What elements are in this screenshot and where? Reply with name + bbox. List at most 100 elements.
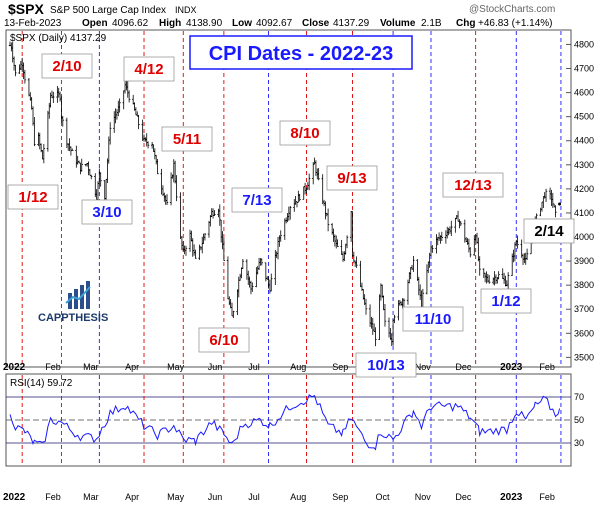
rsi-line	[9, 394, 561, 451]
cpi-label-10: 11/10	[402, 306, 464, 332]
price-x-label: Nov	[415, 362, 432, 372]
cpi-label-box	[326, 165, 378, 191]
rsi-x-label: Dec	[455, 492, 472, 502]
rsi-x-label: Feb	[45, 492, 61, 502]
cpi-label-6: 7/13	[231, 187, 283, 213]
cpi-label-text: 2/14	[534, 223, 564, 240]
cpi-label-box	[7, 184, 59, 210]
price-tick-label: 4200	[574, 184, 594, 194]
cpi-label-text: 11/10	[415, 311, 452, 328]
rsi-series	[9, 394, 561, 451]
close-label: Close	[302, 18, 330, 29]
close-value: 4137.29	[333, 18, 370, 29]
rsi-legend: RSI(14) 59.72	[10, 378, 73, 389]
cpi-label-9: 10/13	[355, 352, 417, 378]
rsi-x-label: Nov	[415, 492, 432, 502]
cpi-label-text: 12/13	[454, 177, 492, 194]
open-label: Open	[82, 18, 108, 29]
price-tick-label: 4400	[574, 136, 594, 146]
price-x-label: Apr	[125, 362, 139, 372]
low-label: Low	[232, 18, 252, 29]
cpi-label-box	[279, 120, 331, 146]
volume-value: 2.1B	[421, 18, 442, 29]
axis-labels: 3500 3600 3700 3800 3900 4000 4100 4200 4300 4400…	[3, 39, 594, 503]
cpi-label-box	[41, 53, 93, 79]
price-series	[8, 41, 562, 347]
rsi-x-label: Aug	[290, 492, 306, 502]
price-x-label: Feb	[539, 362, 555, 372]
rsi-x-label: Feb	[539, 492, 555, 502]
price-tick-label: 4100	[574, 208, 594, 218]
symbol: $SPX	[8, 1, 44, 17]
cpi-label-8: 9/13	[326, 165, 378, 191]
cpi-label-box	[523, 218, 575, 244]
chg-value: +46.83 (+1.14%)	[478, 18, 553, 29]
grid-layer	[6, 396, 571, 444]
rsi-x-label: May	[167, 492, 185, 502]
cpi-label-1: 2/10	[41, 53, 93, 79]
high-label: High	[159, 18, 181, 29]
cpi-label-7: 8/10	[279, 120, 331, 146]
price-x-label: Mar	[83, 362, 99, 372]
capp-thesis-logo: CAPPTHESIS	[38, 281, 108, 324]
volume-label: Volume	[380, 18, 416, 29]
price-x-label: Feb	[45, 362, 61, 372]
cpi-label-box	[81, 199, 133, 225]
chg-label: Chg	[456, 18, 475, 29]
price-x-label: Dec	[455, 362, 472, 372]
cpi-label-box	[480, 288, 532, 314]
rsi-tick-label: 30	[574, 438, 584, 448]
exchange: INDX	[175, 5, 197, 15]
rsi-tick-label: 50	[574, 415, 584, 425]
index-name: S&P 500 Large Cap Index	[50, 5, 166, 16]
cpi-label-0: 1/12	[7, 184, 59, 210]
price-tick-label: 4600	[574, 88, 594, 98]
cpi-label-text: 10/13	[367, 357, 405, 374]
rsi-tick-label: 70	[574, 392, 584, 402]
open-value: 4096.62	[112, 18, 149, 29]
price-tick-label: 3700	[574, 304, 594, 314]
rsi-x-label: Apr	[125, 492, 139, 502]
price-tick-label: 4800	[574, 39, 594, 49]
price-tick-label: 4300	[574, 160, 594, 170]
price-x-label: 2022	[3, 362, 26, 373]
rsi-x-label: Jun	[208, 492, 223, 502]
title-box	[189, 35, 413, 70]
cpi-label-box	[161, 126, 213, 152]
price-last-point	[558, 202, 562, 206]
chart-title: CPI Dates - 2022-23	[209, 43, 394, 65]
cpi-label-box	[123, 56, 175, 82]
cpi-label-text: 1/12	[18, 189, 47, 206]
low-value: 4092.67	[256, 18, 293, 29]
price-tick-label: 3600	[574, 328, 594, 338]
price-x-label: Aug	[290, 362, 306, 372]
cpi-label-text: 1/12	[491, 293, 520, 310]
price-x-label: Jul	[248, 362, 260, 372]
price-x-label: Sep	[332, 362, 348, 372]
watermark: @StockCharts.com	[469, 4, 555, 15]
cpi-label-box	[402, 306, 464, 332]
price-x-label: May	[167, 362, 185, 372]
cpi-label-2: 3/10	[81, 199, 133, 225]
cpi-label-text: 6/10	[209, 332, 238, 349]
cpi-label-text: 9/13	[337, 170, 366, 187]
rsi-x-label: 2023	[500, 492, 523, 503]
cpi-label-4: 5/11	[161, 126, 213, 152]
price-tick-label: 3900	[574, 256, 594, 266]
cpi-label-box	[198, 327, 250, 353]
cpi-label-5: 6/10	[198, 327, 250, 353]
rsi-x-label: Jul	[248, 492, 260, 502]
rsi-x-label: 2022	[3, 492, 26, 503]
price-panel	[5, 29, 572, 368]
cpi-label-text: 2/10	[52, 58, 81, 75]
cpi-label-text: 7/13	[242, 192, 271, 209]
cpi-label-12: 1/12	[480, 288, 532, 314]
cpi-label-text: 4/12	[134, 61, 163, 78]
cpi-label-box	[442, 172, 504, 198]
cpi-label-text: 5/11	[173, 131, 201, 148]
price-tick-label: 4000	[574, 232, 594, 242]
cpi-label-11: 12/13	[442, 172, 504, 198]
logo-text: CAPPTHESIS	[38, 312, 108, 324]
price-tick-label: 3500	[574, 352, 594, 362]
